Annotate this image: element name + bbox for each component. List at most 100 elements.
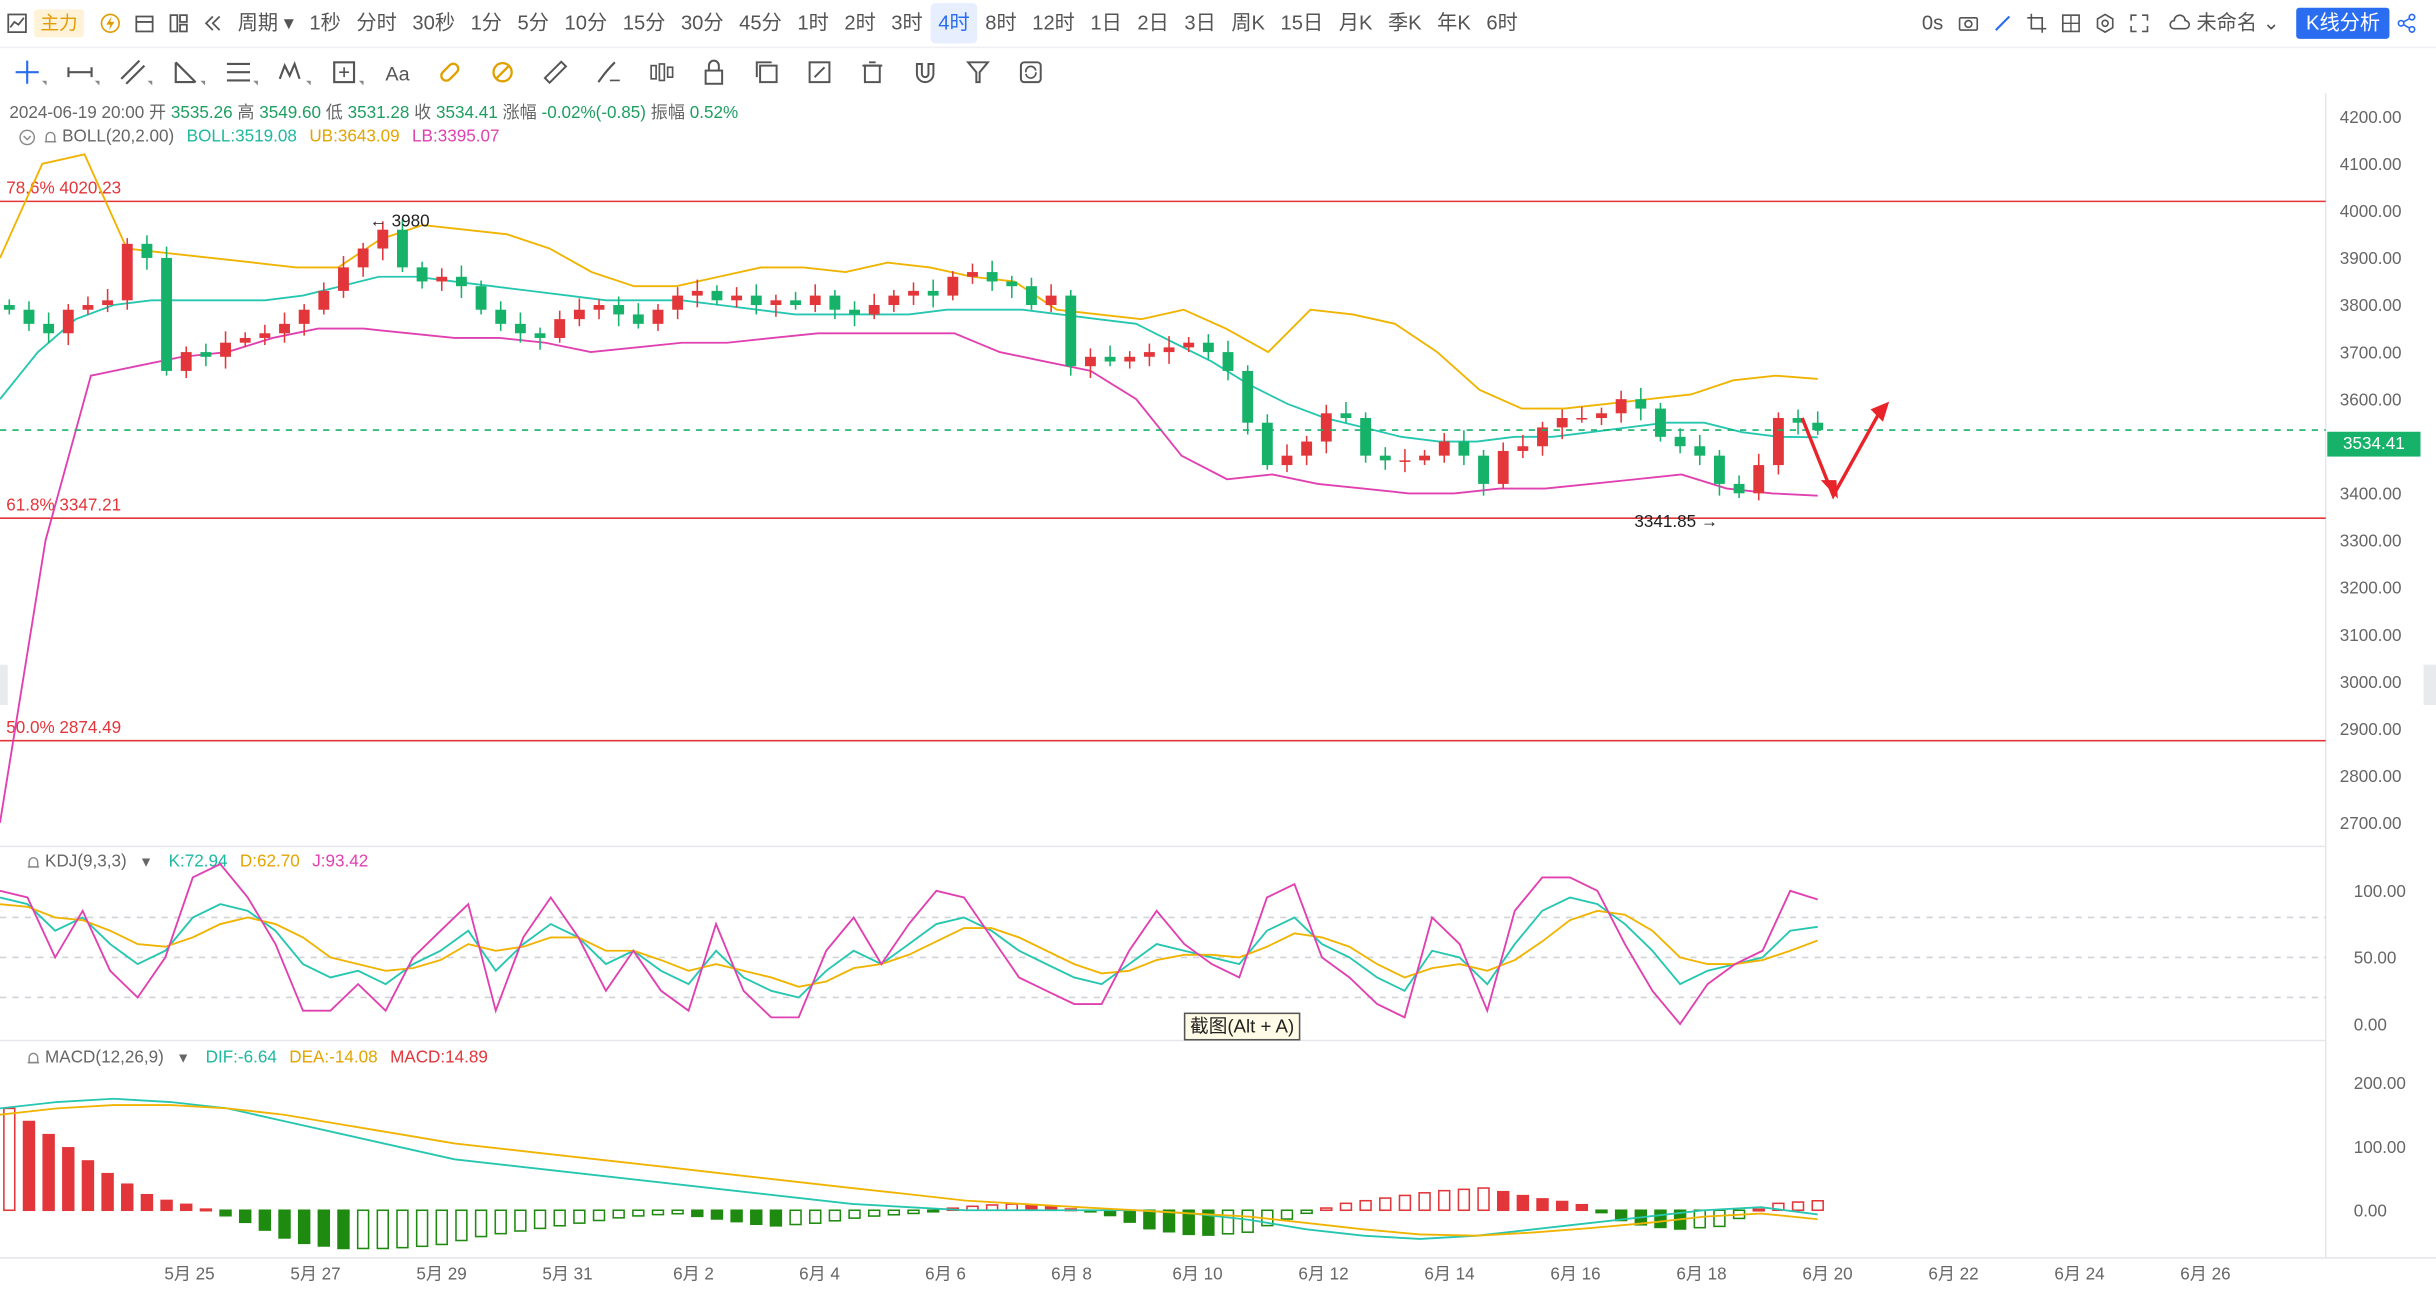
high-value: 3549.60 [259,104,322,123]
period-10[interactable]: 2时 [844,10,876,35]
period-5[interactable]: 10分 [564,10,608,35]
period-19[interactable]: 15日 [1280,10,1324,35]
candle-body [23,309,35,324]
period-22[interactable]: 年K [1437,10,1471,35]
period-20[interactable]: 月K [1338,10,1373,35]
dropdown-icon[interactable]: ▼ [176,1049,191,1066]
period-23[interactable]: 6时 [1486,10,1518,35]
cloud-icon[interactable] [2162,3,2196,43]
period-16[interactable]: 2日 [1137,10,1169,35]
left-collapse-handle[interactable] [0,664,8,706]
collapse-icon[interactable] [19,128,36,145]
camera-icon[interactable] [1951,3,1985,43]
candle-body [180,352,192,371]
text-tool-icon[interactable]: Aa [370,50,423,93]
crop-icon[interactable] [2019,3,2053,43]
candle-body [1419,455,1431,461]
layout-icon[interactable] [162,3,196,43]
period-7[interactable]: 30分 [680,10,724,35]
sync-icon[interactable] [1004,50,1057,93]
share-icon[interactable] [2389,3,2423,43]
period-9[interactable]: 1时 [797,10,829,35]
period-13[interactable]: 8时 [985,10,1017,35]
period-2[interactable]: 30秒 [412,10,456,35]
macd-dif-line [0,1097,1818,1240]
period-21[interactable]: 季K [1387,10,1422,35]
rewind-icon[interactable] [196,3,230,43]
period-dropdown[interactable]: 周期 ▾ [237,10,294,35]
wave-pattern-icon[interactable] [264,50,317,93]
period-1[interactable]: 分时 [356,10,397,35]
macd-bar [848,1209,861,1219]
macd-bar [1182,1209,1195,1236]
kdj-k-line [0,896,1818,999]
calendar-icon[interactable] [127,3,161,43]
macd-bar [199,1208,213,1212]
bell-icon[interactable] [25,1049,42,1066]
dropdown-icon[interactable]: ▼ [139,854,154,870]
period-0[interactable]: 1秒 [309,10,341,35]
macd-bar [651,1209,665,1216]
magnet-icon[interactable] [898,50,951,93]
candle-body [298,309,310,324]
macd-bar [1693,1209,1706,1229]
period-17[interactable]: 3日 [1184,10,1216,35]
period-15[interactable]: 1日 [1090,10,1122,35]
macd-bar [160,1199,173,1212]
period-8[interactable]: 45分 [739,10,782,35]
time-tick-label: 6月 18 [1676,1265,1726,1284]
magnet-weak-icon[interactable] [475,50,528,93]
candle-body [141,243,153,258]
boll-name: BOLL(20,2.00) [62,127,175,146]
right-collapse-handle[interactable] [2423,664,2436,706]
fullscreen-icon[interactable] [2122,3,2156,43]
candle-body [1733,483,1745,494]
kline-analysis-button[interactable]: K线分析 [2296,7,2390,39]
parallel-channel-icon[interactable] [106,50,159,93]
chart-icon[interactable] [0,3,34,43]
grid-icon[interactable] [2054,3,2088,43]
horizontal-line-icon[interactable] [53,50,106,93]
period-12[interactable]: 4时 [930,3,978,44]
angle-tool-icon[interactable] [158,50,211,93]
low-value: 3531.28 [347,104,410,123]
layout-name-dropdown[interactable]: 未命名 ⌄ [2196,10,2280,35]
edit-icon[interactable] [792,50,845,93]
candle-body [1458,441,1470,456]
rectangle-tool-icon[interactable] [317,50,370,93]
lock-icon[interactable] [687,50,740,93]
candle-body [1537,427,1548,447]
candle-body [82,305,94,310]
candle-pattern-icon[interactable] [634,50,687,93]
boll-mid: BOLL:3519.08 [186,127,297,146]
period-3[interactable]: 1分 [470,10,503,35]
main-force-badge[interactable]: 主力 [34,9,84,38]
period-4[interactable]: 5分 [517,10,549,35]
crosshair-icon[interactable] [0,50,53,93]
magnet-strong-icon[interactable] [423,50,476,93]
lightning-icon[interactable] [93,3,127,43]
copy-icon[interactable] [740,50,793,93]
macd-bar [1752,1208,1765,1212]
pen-icon[interactable] [1985,3,2019,43]
settings-icon[interactable] [2088,3,2122,43]
price-tick-label: 3200.00 [2340,579,2402,598]
ruler-icon[interactable] [528,50,581,93]
amp-value: 0.52% [689,104,739,123]
macd-bar [632,1209,645,1217]
brush-icon[interactable] [581,50,634,93]
candle-body [1045,295,1057,306]
period-11[interactable]: 3时 [891,10,923,35]
delete-icon[interactable] [845,50,898,93]
period-6[interactable]: 15分 [622,10,666,35]
period-14[interactable]: 12时 [1032,10,1075,35]
filter-icon[interactable] [951,50,1004,93]
macd-bar [730,1209,743,1223]
fib-retracement-icon[interactable] [211,50,264,93]
bell-icon[interactable] [25,853,42,870]
price-tick-label: 3600.00 [2340,390,2402,409]
bell-icon[interactable] [42,128,59,145]
last-price-label: 3534.41 [2327,431,2421,457]
period-18[interactable]: 周K [1231,10,1266,35]
